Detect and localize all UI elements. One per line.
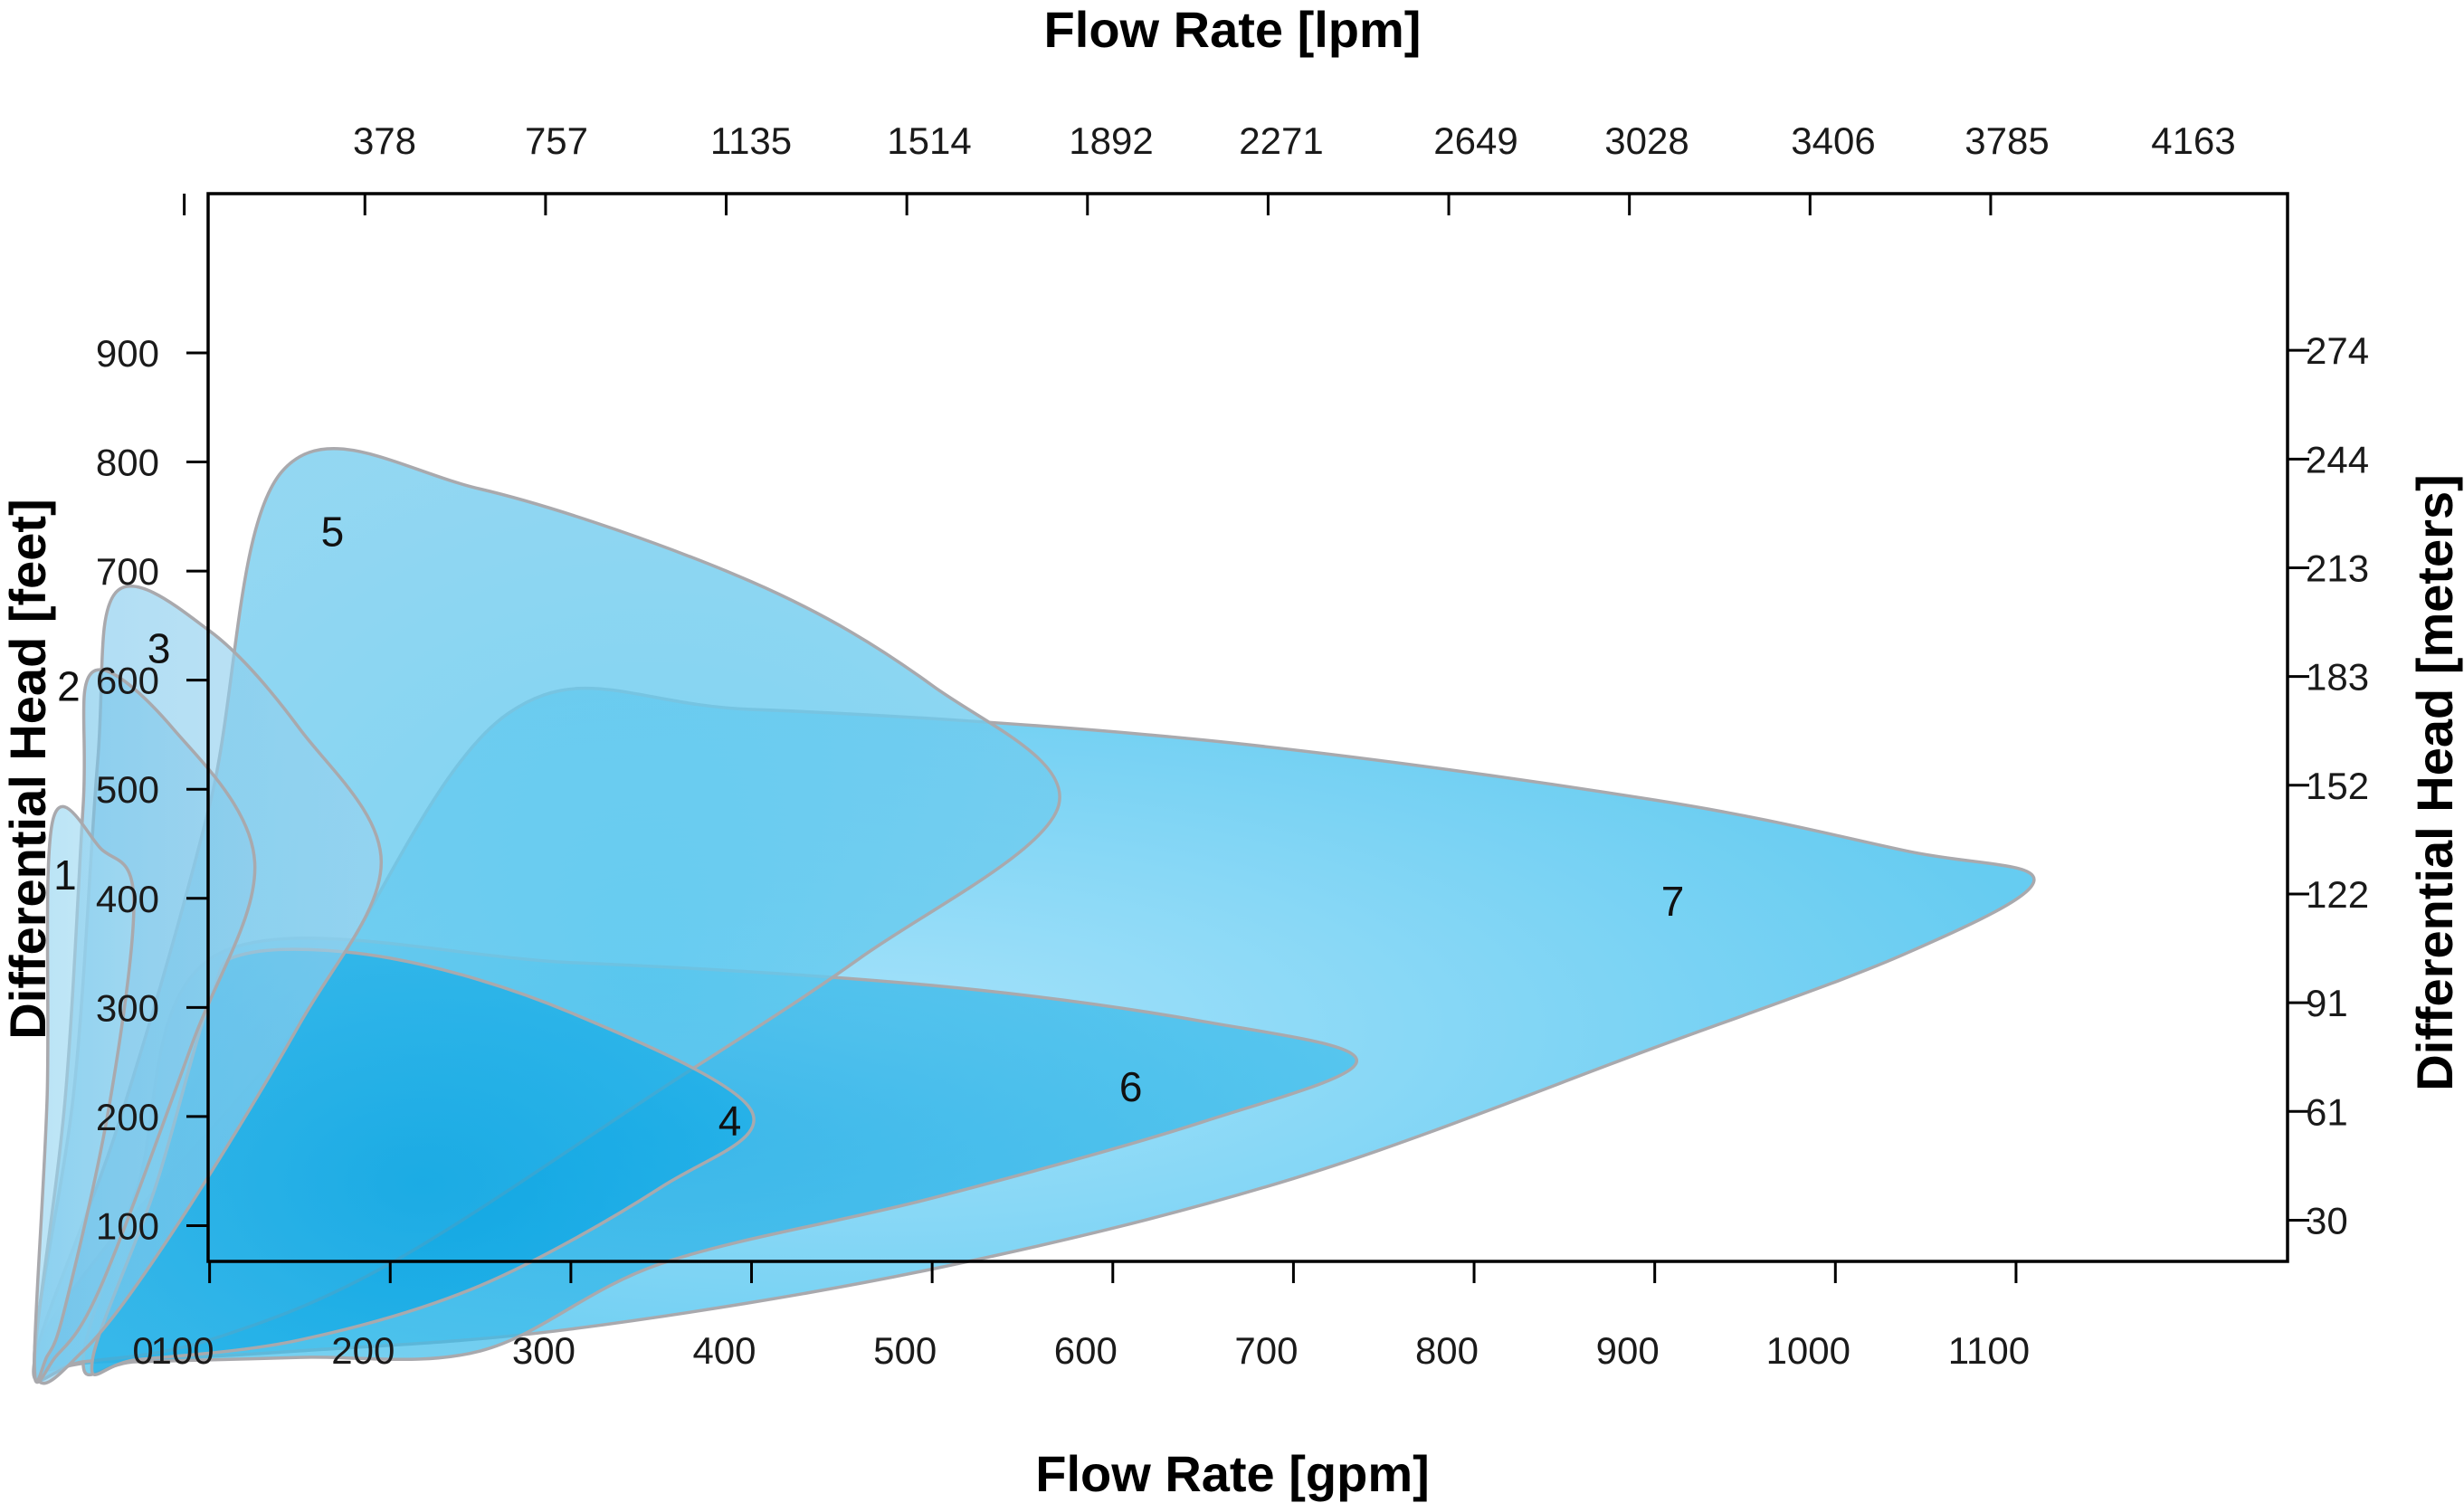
y-right-tick-label: 183 <box>2306 656 2369 699</box>
x-top-tick-label: 1514 <box>887 119 971 162</box>
x-top-tick-label: 378 <box>353 119 416 162</box>
x-bottom-tick-label: 300 <box>512 1329 576 1372</box>
zone-5-label: 5 <box>321 509 345 556</box>
zone-labels-layer: 7 6 5 4 3 2 1 <box>53 509 1684 1145</box>
x-bottom-tick-label: 400 <box>692 1329 756 1372</box>
zone-7-label: 7 <box>1661 878 1685 925</box>
y-right-tick-label: 274 <box>2306 329 2369 372</box>
x-top-tick-label: 3785 <box>1965 119 2049 162</box>
y-left-tick-label: 600 <box>96 660 159 702</box>
zone-1-area <box>33 804 136 1384</box>
y-left-tick-label: 500 <box>96 768 159 811</box>
x-bottom-tick-label: 1100 <box>1948 1329 2030 1372</box>
zone-3-label: 3 <box>147 625 171 672</box>
y-right-tick-label: 213 <box>2306 547 2369 589</box>
x-bottom-tick-label: 900 <box>1596 1329 1660 1372</box>
zone-4-label: 4 <box>718 1098 742 1145</box>
x-bottom-tick-label: 200 <box>331 1329 395 1372</box>
x-bottom-axis-title: Flow Rate [gpm] <box>1035 1445 1430 1502</box>
x-bottom-tick-label: 700 <box>1234 1329 1298 1372</box>
y-right-tick-label: 244 <box>2306 438 2369 480</box>
x-bottom-tick-label: 500 <box>873 1329 937 1372</box>
y-right-tick-label: 30 <box>2306 1199 2348 1241</box>
x-top-tick-label: 1135 <box>710 119 792 162</box>
y-left-tick-label: 200 <box>96 1096 159 1138</box>
zone-2-label: 2 <box>57 663 81 710</box>
y-left-tick-label: 700 <box>96 550 159 593</box>
y-right-tick-label: 91 <box>2306 982 2348 1024</box>
x-bottom-tick-label: 600 <box>1054 1329 1118 1372</box>
x-top-tick-label: 4163 <box>2151 119 2235 162</box>
y-left-tick-label: 300 <box>96 986 159 1029</box>
x-bottom-tick-label: 1000 <box>1766 1329 1850 1372</box>
y-left-tick-label: 100 <box>96 1204 159 1247</box>
y-left-tick-label: 900 <box>96 332 159 375</box>
x-top-tick-label: 3406 <box>1791 119 1875 162</box>
x-top-tick-label: 1892 <box>1069 119 1153 162</box>
x-bottom-tick-label: 100 <box>151 1329 214 1372</box>
x-top-tick-label: 2271 <box>1239 119 1323 162</box>
x-bottom-tick-label: 0 <box>132 1329 153 1372</box>
zone-1-label: 1 <box>53 851 77 899</box>
y-left-tick-label: 400 <box>96 878 159 920</box>
zone-6-label: 6 <box>1119 1063 1143 1110</box>
plot-frame <box>206 192 2289 1263</box>
x-top-tick-label: 757 <box>525 119 588 162</box>
zones-layer <box>32 447 2036 1385</box>
y-right-tick-label: 122 <box>2306 873 2369 916</box>
x-top-axis-title: Flow Rate [lpm] <box>1044 1 1422 58</box>
y-right-tick-label: 61 <box>2306 1090 2348 1133</box>
y-right-tick-label: 152 <box>2306 765 2369 807</box>
x-bottom-tick-label: 800 <box>1415 1329 1479 1372</box>
x-top-tick-label: 2649 <box>1433 119 1517 162</box>
y-left-tick-label: 800 <box>96 442 159 484</box>
y-right-axis-title: Differential Head [meters] <box>2406 474 2463 1091</box>
x-top-tick-label: 3028 <box>1604 119 1689 162</box>
